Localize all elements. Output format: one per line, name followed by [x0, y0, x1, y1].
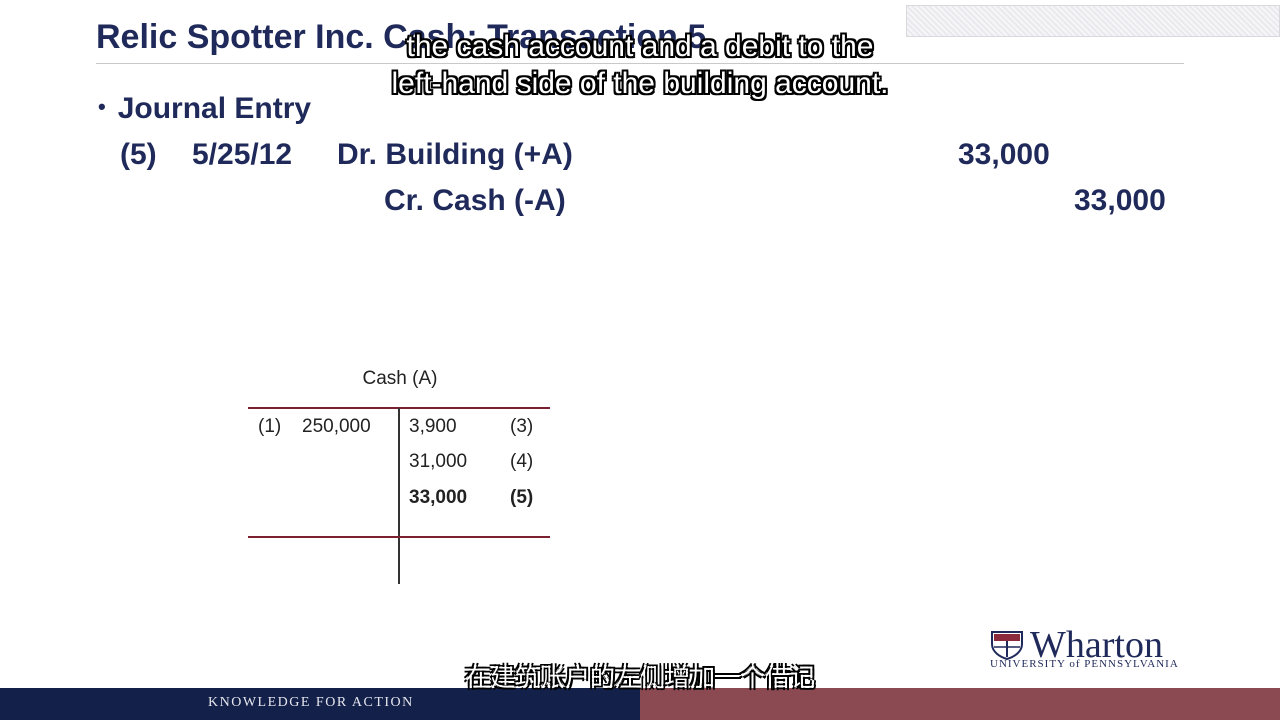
credit-account: Cr. Cash (-A)	[384, 184, 566, 217]
caption-english-line2: left-hand side of the building account.	[391, 67, 889, 100]
credit-amount-cell: 3,900	[409, 416, 457, 437]
logo-university: UNIVERSITY of PENNSYLVANIA	[990, 658, 1179, 670]
t-account-divider	[398, 408, 400, 584]
debit-amount: 33,000	[958, 138, 1050, 171]
credit-amount-cell-highlight: 33,000	[409, 487, 468, 508]
footer-bar-right	[640, 688, 1280, 720]
bullet-label: Journal Entry	[117, 92, 312, 125]
logo-wordmark: Wharton	[1030, 624, 1163, 666]
wharton-logo: Wharton UNIVERSITY of PENNSYLVANIA	[990, 624, 1190, 670]
credit-ref-highlight: (5)	[510, 487, 534, 508]
credit-ref: (4)	[510, 451, 534, 472]
footer-tagline: KNOWLEDGE FOR ACTION	[208, 695, 414, 710]
t-account-title: Cash (A)	[362, 368, 438, 389]
debit-ref: (1)	[258, 416, 282, 437]
bullet-journal-entry: • Journal Entry	[98, 92, 311, 126]
bullet-dot: •	[98, 94, 106, 119]
footer-bar-left	[0, 688, 640, 720]
caption-english: the cash account and a debit to the left…	[0, 28, 1280, 102]
entry-number: (5)	[120, 138, 157, 171]
entry-date: 5/25/12	[192, 138, 293, 171]
caption-chinese: 在建筑账户的左侧增加一个借记	[464, 663, 815, 692]
corner-patch	[906, 5, 1280, 37]
credit-ref: (3)	[510, 416, 534, 437]
debit-amount-cell: 250,000	[302, 416, 371, 437]
t-account-bottom-rule	[248, 536, 550, 538]
shield-icon	[991, 631, 1023, 660]
debit-account: Dr. Building (+A)	[337, 138, 573, 171]
credit-amount: 33,000	[1074, 184, 1166, 217]
title-rule	[96, 63, 1184, 64]
slide-title: Relic Spotter Inc. Cash: Transaction 5	[96, 18, 707, 56]
credit-amount-cell: 31,000	[409, 451, 468, 472]
caption-english-line1: the cash account and a debit to the	[406, 30, 874, 63]
